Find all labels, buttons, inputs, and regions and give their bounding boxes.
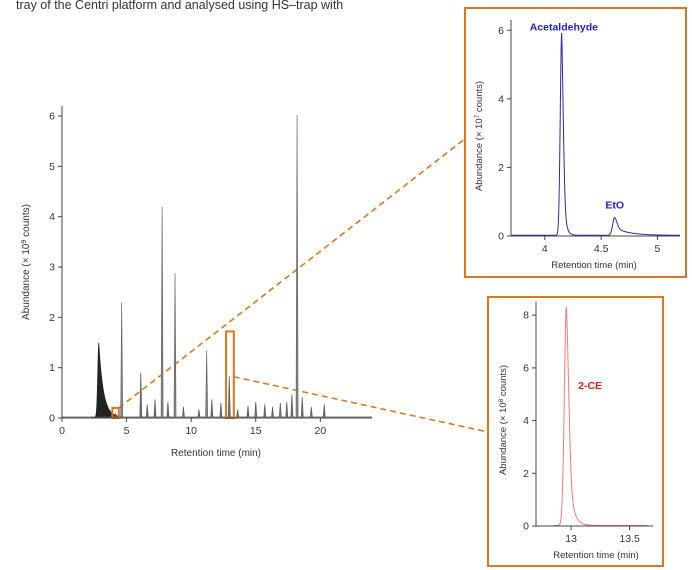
main-peak xyxy=(295,115,299,417)
main-peak xyxy=(246,405,250,418)
2ce-peak-label: 2-CE xyxy=(578,380,602,392)
inset-b-y-axis-title-prefix: Abundance (× 10 xyxy=(498,402,509,475)
main-x-tick-label: 10 xyxy=(185,425,197,437)
inset-a-y-axis-title: Abundance (× 107 counts) xyxy=(474,81,486,191)
main-peak xyxy=(173,273,177,417)
main-peak xyxy=(271,406,274,418)
main-y-tick-label: 0 xyxy=(49,413,55,425)
main-peak xyxy=(263,404,267,418)
eto-peak-label: EtO xyxy=(605,199,624,211)
inset-a-x-tick-label: 4 xyxy=(542,243,548,255)
main-peak xyxy=(114,412,117,418)
main-peak xyxy=(227,376,231,418)
inset-b-y-tick-label: 6 xyxy=(523,362,529,374)
connector-to-inset-a xyxy=(118,137,467,409)
main-broad-peak xyxy=(91,342,118,419)
inset-b-plot-area xyxy=(553,306,648,526)
inset-a-frame xyxy=(464,7,687,278)
main-y-axis-title-suffix: counts) xyxy=(21,204,32,240)
inset-b-y-axis-title-exponent: 8 xyxy=(498,398,505,402)
main-x-tick-label: 20 xyxy=(314,425,326,437)
inset-a-x-axis-title: Retention time (min) xyxy=(551,260,637,271)
inset-b-x-tick-label: 13 xyxy=(565,533,577,545)
inset-b-y-tick-label: 8 xyxy=(523,310,529,322)
main-x-tick-label: 0 xyxy=(59,425,65,437)
main-peak xyxy=(205,350,209,417)
main-peak xyxy=(166,401,170,418)
inset-b-frame xyxy=(487,296,664,567)
main-peak xyxy=(197,409,201,418)
main-peak xyxy=(160,206,164,417)
inset-b-y-axis-title: Abundance (× 108 counts) xyxy=(498,365,510,475)
main-x-tick-label: 15 xyxy=(250,425,262,437)
inset-b-y-tick-label: 4 xyxy=(523,415,529,427)
inset-b-trace xyxy=(553,306,648,526)
main-peak xyxy=(153,399,157,418)
inset-a-y-tick-label: 6 xyxy=(498,25,504,37)
main-peak xyxy=(278,402,282,418)
main-peak xyxy=(285,401,289,418)
main-y-tick-label: 5 xyxy=(49,161,55,173)
inset-2ce-chromatogram: 13 13.5 0 2 4 6 8 Retention time (min) Abundan… xyxy=(487,296,664,567)
inset-a-trace xyxy=(511,32,680,236)
main-peak xyxy=(210,399,214,418)
main-y-axis-title-prefix: Abundance (× 10 xyxy=(21,243,32,320)
main-y-tick-label: 3 xyxy=(49,262,55,274)
main-plot-area xyxy=(62,115,372,420)
inset-a-y-axis-title-suffix: counts) xyxy=(474,81,485,115)
main-peak xyxy=(145,404,149,418)
main-peak xyxy=(290,394,294,418)
main-peak xyxy=(254,401,258,418)
main-peak xyxy=(300,396,304,418)
inset-b-axes: 13 13.5 0 2 4 6 8 xyxy=(523,302,653,545)
inset-a-x-tick-label: 4.5 xyxy=(594,243,609,255)
main-peak xyxy=(219,402,223,418)
connector-to-inset-b xyxy=(233,375,489,433)
main-peak xyxy=(182,406,185,418)
main-x-tick-label: 5 xyxy=(124,425,130,437)
main-peak xyxy=(139,372,143,418)
inset-acetaldehyde-chromatogram: 4 4.5 5 0 2 4 6 Retention time (min) Abundance… xyxy=(464,7,687,278)
inset-a-y-tick-label: 4 xyxy=(498,93,504,105)
main-chromatogram: 0 5 10 15 20 0 1 2 3 4 5 6 Retention time (min) Abu… xyxy=(21,106,372,459)
inset-a-x-tick-label: 5 xyxy=(655,243,661,255)
inset-b-y-tick-label: 0 xyxy=(523,521,529,533)
main-y-tick-label: 2 xyxy=(49,312,55,324)
main-y-tick-label: 4 xyxy=(49,211,55,223)
zoom-connector-lines xyxy=(118,137,489,433)
main-y-tick-label: 1 xyxy=(49,362,55,374)
inset-b-y-tick-label: 2 xyxy=(523,468,529,480)
main-peak xyxy=(322,404,326,418)
inset-a-y-axis-title-exponent: 7 xyxy=(474,114,481,118)
inset-a-y-tick-label: 0 xyxy=(498,231,504,243)
inset-b-y-axis-title-suffix: counts) xyxy=(498,365,509,399)
inset-a-y-axis-title-prefix: Abundance (× 10 xyxy=(474,118,485,191)
inset-a-y-tick-label: 2 xyxy=(498,162,504,174)
main-peak xyxy=(309,406,313,418)
acetaldehyde-peak-label: Acetaldehyde xyxy=(530,21,598,33)
main-y-axis-title-exponent: 9 xyxy=(21,240,28,244)
main-peak xyxy=(120,302,124,417)
main-peak xyxy=(236,409,240,418)
main-axes: 0 5 10 15 20 0 1 2 3 4 5 6 xyxy=(49,106,372,437)
inset-a-axes: 4 4.5 5 0 2 4 6 xyxy=(498,20,680,255)
inset-b-x-tick-label: 13.5 xyxy=(619,533,640,545)
caption-text: tray of the Centri platform and analysed… xyxy=(16,0,344,12)
inset-b-x-axis-title: Retention time (min) xyxy=(553,550,639,561)
main-y-axis-title: Abundance (× 109 counts) xyxy=(21,204,33,320)
main-x-axis-title: Retention time (min) xyxy=(171,448,261,459)
inset-a-plot-area xyxy=(511,32,680,236)
main-y-tick-label: 6 xyxy=(49,111,55,123)
